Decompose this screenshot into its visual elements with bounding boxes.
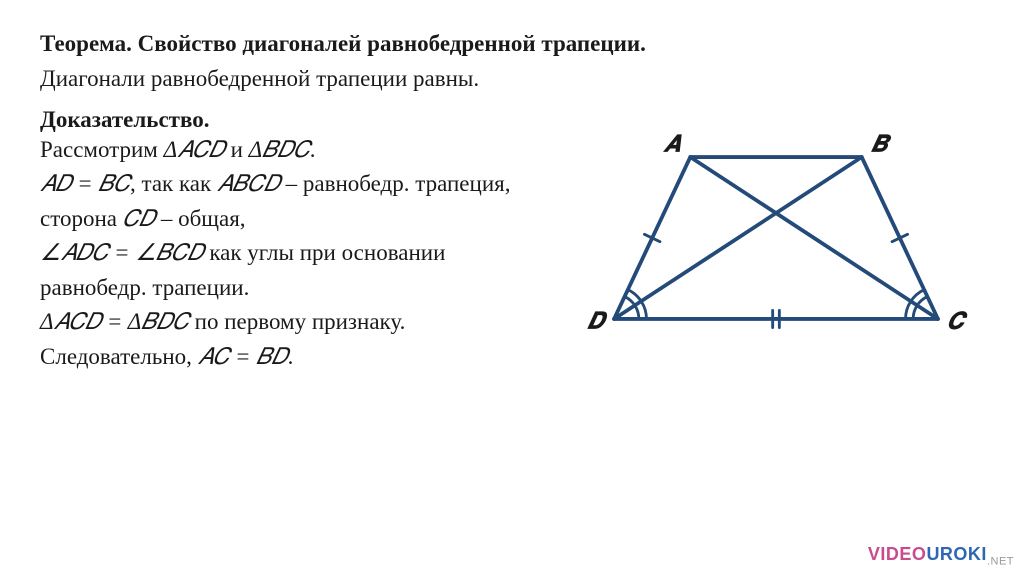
theorem-statement: Диагонали равнобедренной трапеции равны. — [40, 62, 984, 97]
text: как углы при основании — [204, 240, 446, 265]
trapezoid-diagram: 𝑨 𝑩 𝑫 𝑪 — [576, 118, 976, 358]
watermark: VIDEOUROKI.NET — [868, 544, 1014, 568]
text: по первому признаку. — [189, 309, 405, 334]
proof-line-5: равнобедр. трапеции. — [40, 271, 600, 306]
svg-text:𝑩: 𝑩 — [870, 131, 891, 156]
math: 𝐴𝐷 = 𝐵𝐶 — [40, 171, 130, 196]
text: – равнобедр. трапеция, — [280, 171, 511, 196]
text: , так как — [130, 171, 217, 196]
proof-line-6: Δ𝐴𝐶𝐷 = Δ𝐵𝐷𝐶 по первому признаку. — [40, 305, 600, 340]
math: Δ𝐵𝐷𝐶 — [249, 137, 310, 162]
text: . — [288, 344, 294, 369]
math: Δ𝐴𝐶𝐷 — [164, 137, 225, 162]
watermark-part2: UROKI — [926, 544, 987, 564]
proof-line-2: 𝐴𝐷 = 𝐵𝐶, так как 𝐴𝐵𝐶𝐷 – равнобедр. трапе… — [40, 167, 600, 202]
text: Рассмотрим — [40, 137, 164, 162]
watermark-part1: VIDEO — [868, 544, 927, 564]
text: Следовательно, — [40, 344, 198, 369]
math: 𝐴𝐶 = 𝐵𝐷 — [198, 344, 288, 369]
text: – общая, — [155, 206, 245, 231]
proof-line-3: сторона 𝐶𝐷 – общая, — [40, 202, 600, 237]
math: 𝐴𝐵𝐶𝐷 — [217, 171, 280, 196]
text: и — [225, 137, 249, 162]
math: ∠𝐴𝐷𝐶 = ∠𝐵𝐶𝐷 — [40, 240, 204, 265]
math: 𝐶𝐷 — [123, 206, 155, 231]
svg-text:𝑪: 𝑪 — [947, 308, 968, 333]
svg-text:𝑨: 𝑨 — [663, 131, 683, 156]
proof-body: Рассмотрим Δ𝐴𝐶𝐷 и Δ𝐵𝐷𝐶. 𝐴𝐷 = 𝐵𝐶, так как… — [40, 133, 600, 375]
proof-line-1: Рассмотрим Δ𝐴𝐶𝐷 и Δ𝐵𝐷𝐶. — [40, 133, 600, 168]
watermark-net: .NET — [987, 556, 1014, 568]
proof-line-4: ∠𝐴𝐷𝐶 = ∠𝐵𝐶𝐷 как углы при основании — [40, 236, 600, 271]
svg-text:𝑫: 𝑫 — [586, 308, 608, 333]
math: Δ𝐴𝐶𝐷 = Δ𝐵𝐷𝐶 — [40, 309, 189, 334]
text: . — [310, 137, 316, 162]
text: сторона — [40, 206, 123, 231]
theorem-title: Теорема. Свойство диагоналей равнобедрен… — [40, 28, 984, 60]
proof-line-7: Следовательно, 𝐴𝐶 = 𝐵𝐷. — [40, 340, 600, 375]
